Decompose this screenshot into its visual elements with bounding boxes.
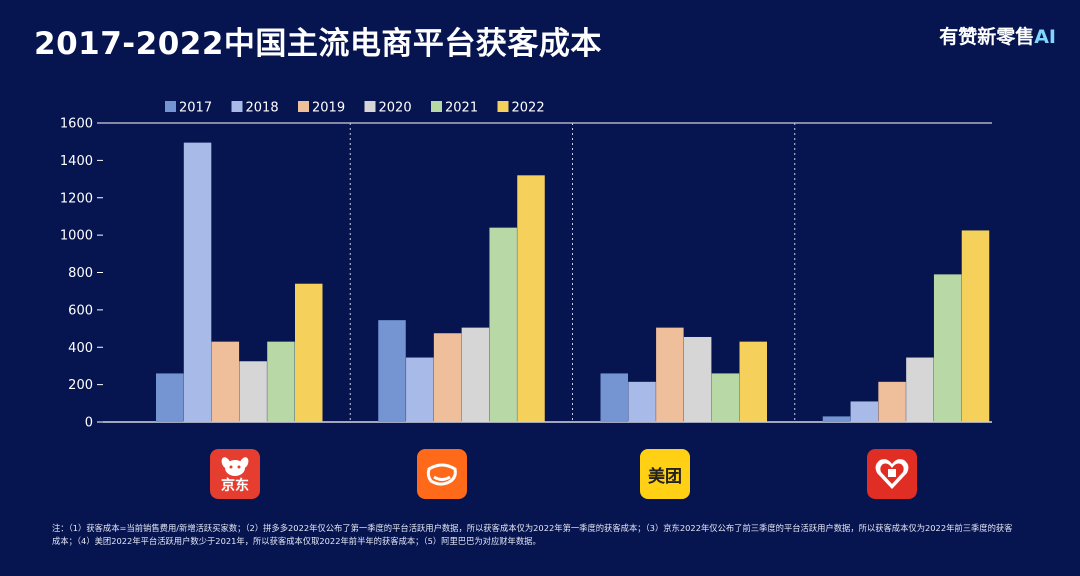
y-tick-label: 1200 [60,191,93,206]
legend-swatch-2020 [364,101,376,112]
brand-ai: AI [1034,26,1056,48]
legend-label-2018: 2018 [246,101,279,116]
jd-logo: 京东 [210,449,260,499]
bar-2017-1 [378,320,406,422]
pinduoduo-heart-icon [867,449,917,499]
bar-2020-3 [906,357,934,422]
bar-2018-3 [850,401,879,422]
meituan-logo-text: 美团 [648,466,682,487]
legend-swatch-2022 [497,101,509,112]
bar-2018-1 [406,357,434,422]
legend-label-2017: 2017 [179,101,212,116]
bar-2022-3 [961,230,990,422]
jd-logo-text: 京东 [221,478,249,494]
bar-2021-3 [933,274,962,422]
bar-2020-0 [239,361,267,422]
bar-2017-2 [600,373,628,422]
footnote: 注：（1）获客成本=当前销售费用/新增活跃买家数；（2）拼多多2022年仅公布了… [52,523,1013,546]
legend-swatch-2018 [231,101,243,112]
brand-name: 有赞新零售 [939,26,1035,48]
meituan-logo: 美团 [640,449,690,499]
bar-2021-0 [267,341,295,422]
y-tick-label: 1000 [60,229,93,244]
legend-label-2022: 2022 [512,101,545,116]
bar-2017-3 [822,416,851,422]
page-title: 2017-2022中国主流电商平台获客成本 [34,26,602,62]
bar-2018-2 [628,381,656,422]
bar-2019-0 [211,341,240,422]
bar-2018-0 [183,142,212,422]
alibaba-smile-icon [417,449,467,499]
bar-2020-1 [461,327,490,422]
bar-2022-2 [739,341,767,422]
y-tick-label: 1400 [60,154,93,169]
bar-2022-1 [517,175,545,422]
bar-2020-2 [683,336,712,422]
y-tick-label: 800 [68,266,93,281]
bar-2021-2 [711,373,740,422]
y-tick-label: 400 [68,341,93,356]
bar-2021-1 [489,227,517,422]
bar-2019-3 [878,381,906,422]
alibaba-logo [417,449,467,499]
y-tick-label: 200 [68,378,93,393]
bar-2022-0 [295,283,323,422]
legend-label-2019: 2019 [312,101,345,116]
y-tick-label: 600 [68,303,93,318]
brand-logo: 有赞新零售AI [939,22,1056,49]
legend-label-2020: 2020 [379,101,412,116]
bar-2017-0 [156,373,184,422]
y-tick-label: 1600 [60,117,93,132]
bar-2019-2 [656,327,684,422]
jd-dog-icon [210,449,260,499]
legend-swatch-2021 [431,101,442,112]
legend-swatch-2017 [165,101,176,112]
pinduoduo-logo [867,449,917,499]
bar-2019-1 [433,333,462,422]
legend-label-2021: 2021 [445,101,478,116]
y-tick-label: 0 [85,416,93,431]
legend-swatch-2019 [298,101,309,112]
